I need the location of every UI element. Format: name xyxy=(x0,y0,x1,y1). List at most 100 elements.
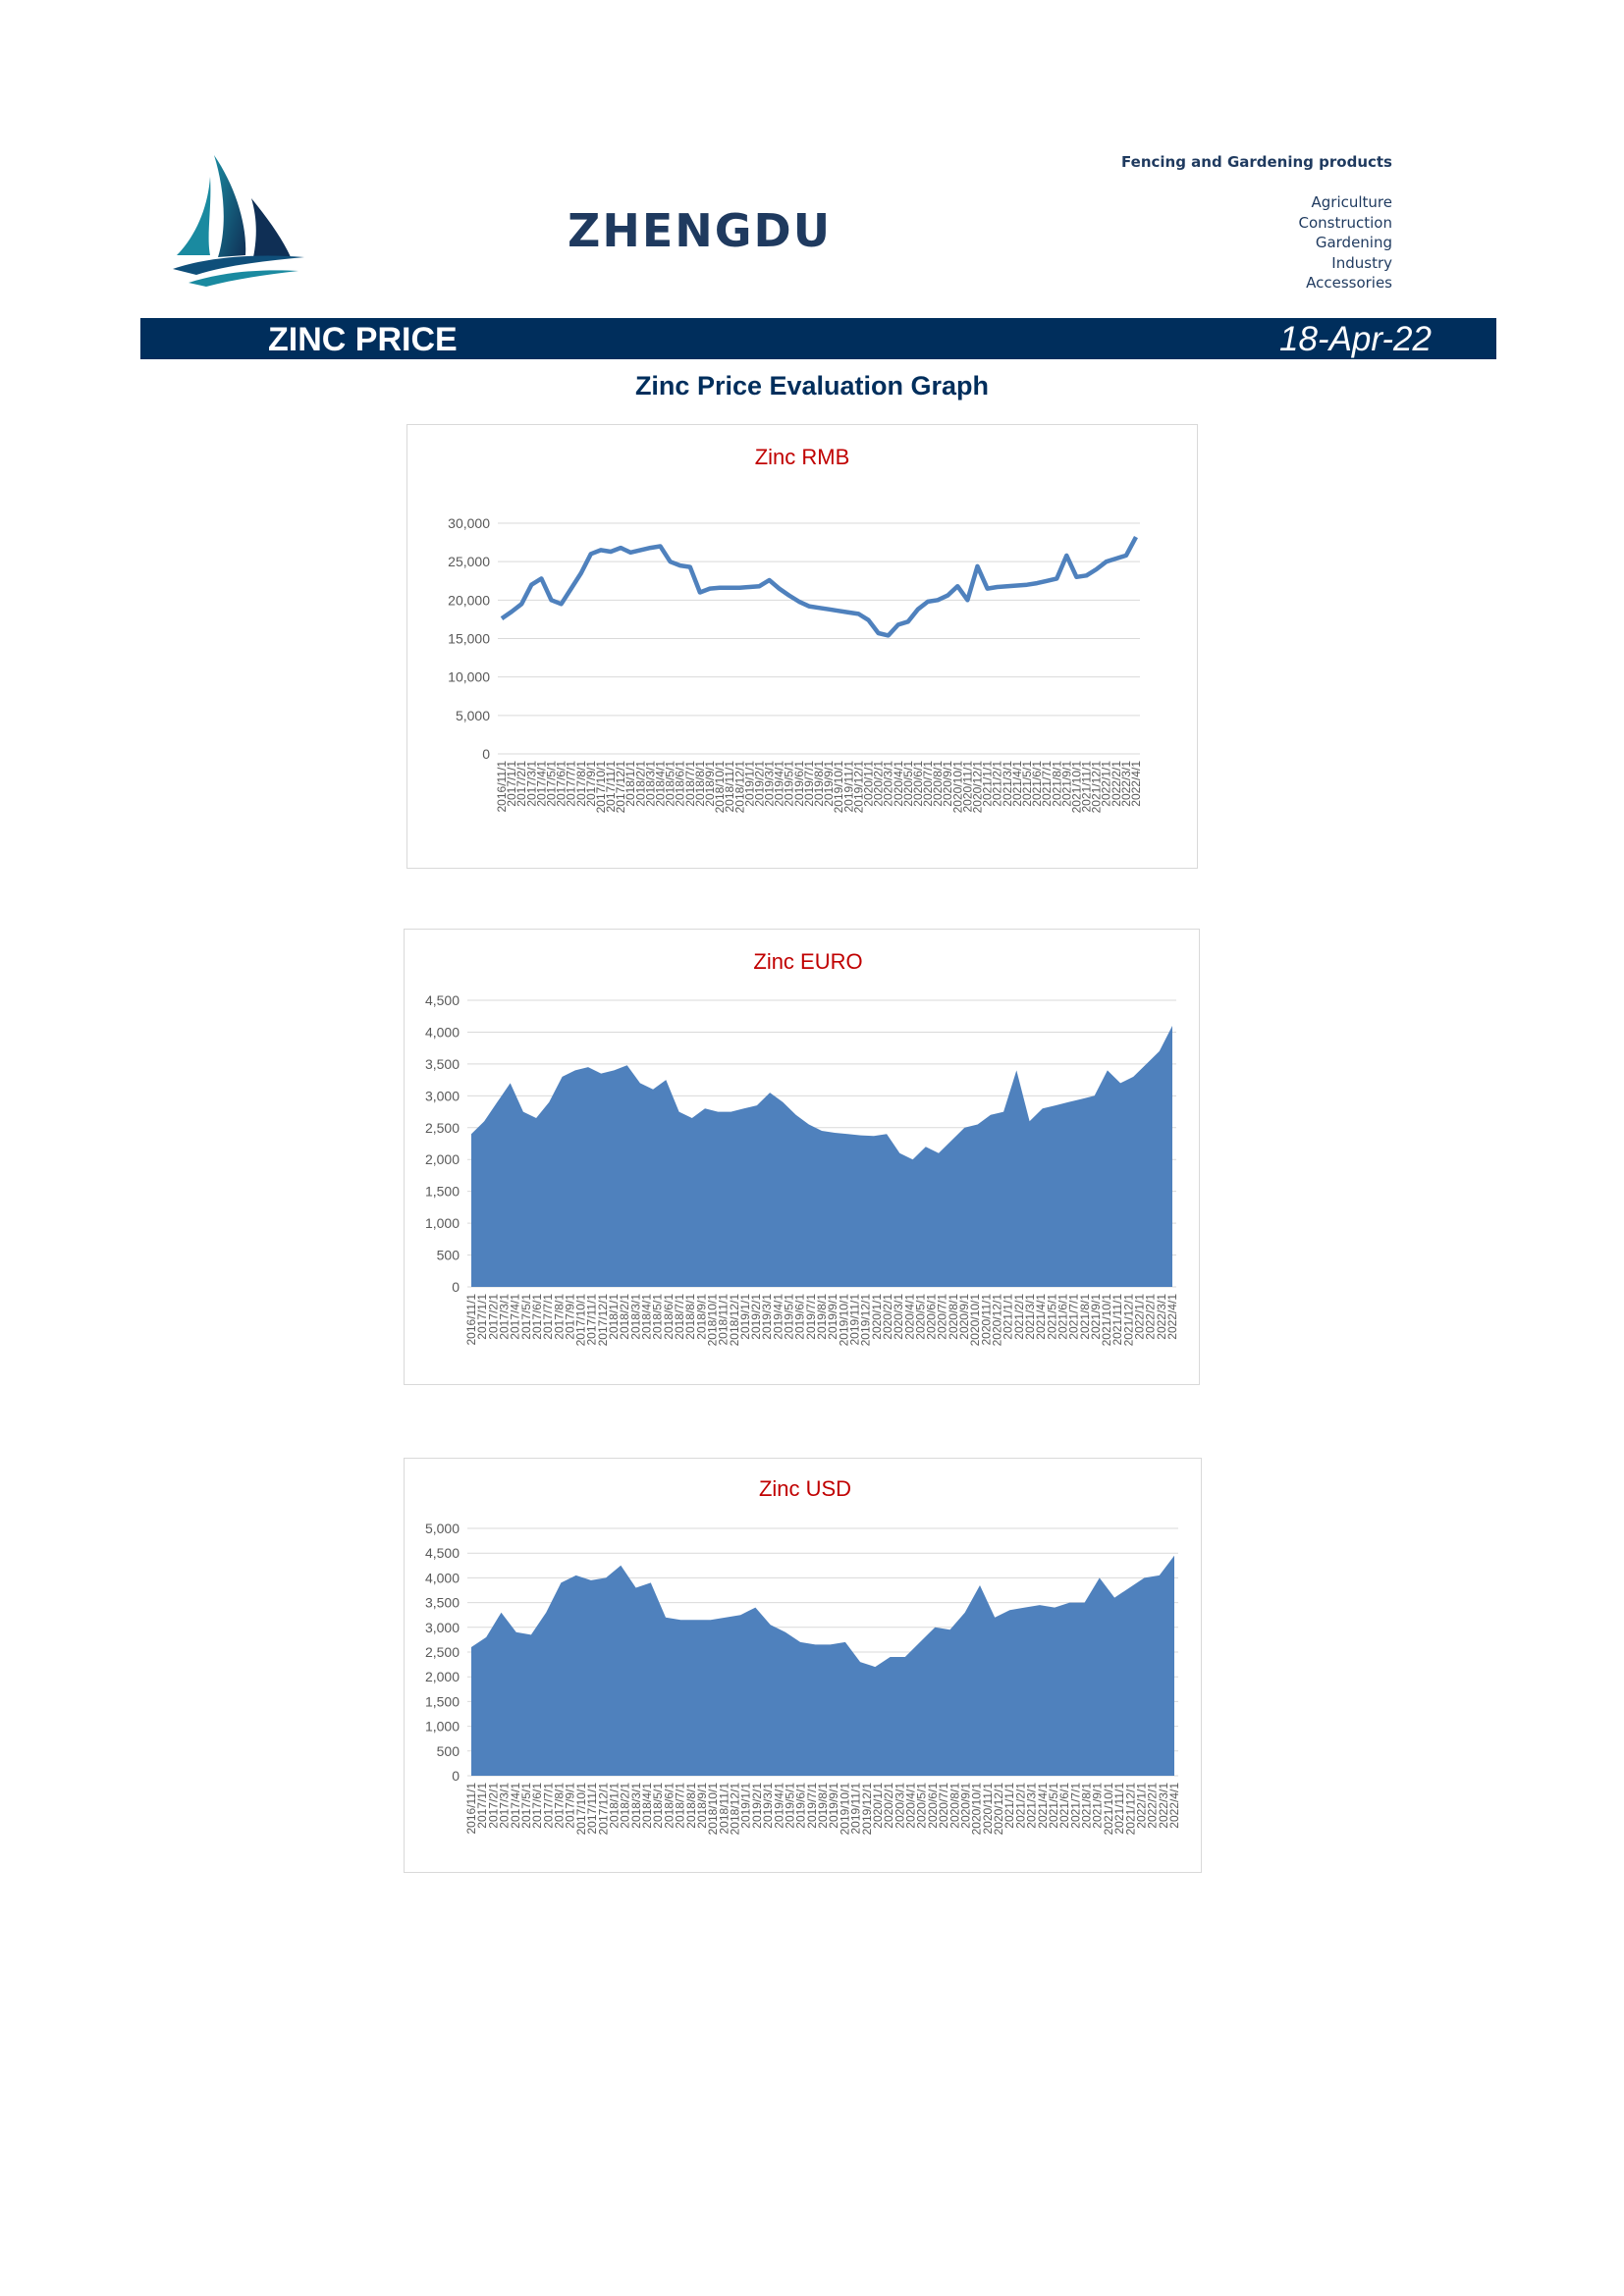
x-tick-label: 2019/11/1 xyxy=(848,1294,862,1346)
x-tick-label: 2017/1/1 xyxy=(475,1783,489,1829)
x-tick-label: 2017/1/1 xyxy=(475,1294,489,1340)
banner-title: ZINC PRICE xyxy=(268,321,458,358)
x-tick-label: 2020/12/1 xyxy=(971,761,985,814)
x-tick-label: 2018/8/1 xyxy=(693,761,707,807)
x-tick-label: 2018/6/1 xyxy=(674,761,687,807)
x-tick-label: 2019/4/1 xyxy=(773,761,786,807)
x-tick-label: 2020/11/1 xyxy=(981,1783,995,1835)
x-tick-label: 2019/8/1 xyxy=(816,1783,830,1829)
x-tick-label: 2018/11/1 xyxy=(717,1294,731,1346)
x-tick-label: 2020/10/1 xyxy=(950,761,964,814)
chart-zinc-euro: Zinc EURO 0 500 1,000 1,500 2,000 2,500 3,000 3,… xyxy=(404,929,1200,1385)
x-tick-label: 2016/11/1 xyxy=(464,1783,478,1835)
brand-name: ZHENGDU xyxy=(568,204,833,257)
y-tick-label: 2,500 xyxy=(425,1120,460,1136)
y-tick-label: 4,000 xyxy=(425,1024,460,1040)
x-tick-label: 2019/3/1 xyxy=(760,1294,774,1340)
x-tick-label: 2017/3/1 xyxy=(498,1294,512,1340)
y-tick-label: 2,500 xyxy=(425,1644,460,1660)
y-tick-label: 25,000 xyxy=(448,554,490,569)
y-tick-label: 4,000 xyxy=(425,1570,460,1585)
x-tick-label: 2017/5/1 xyxy=(545,761,559,807)
x-tick-label: 2018/5/1 xyxy=(651,1783,665,1829)
x-tick-label: 2019/8/1 xyxy=(815,1294,829,1340)
x-tick-label: 2018/4/1 xyxy=(640,1783,654,1829)
x-tick-label: 2020/8/1 xyxy=(947,1783,961,1829)
x-tick-label: 2017/2/1 xyxy=(514,761,528,807)
y-tick-label: 500 xyxy=(437,1248,460,1263)
x-tick-label: 2018/9/1 xyxy=(694,1294,708,1340)
x-tick-label: 2018/2/1 xyxy=(619,1783,632,1829)
x-tick-label: 2018/10/1 xyxy=(706,1783,720,1836)
x-tick-label: 2021/1/1 xyxy=(981,761,995,807)
x-tick-label: 2021/10/1 xyxy=(1102,1783,1115,1836)
x-tick-label: 2017/12/1 xyxy=(596,1294,610,1347)
x-tick-label: 2020/12/1 xyxy=(992,1783,1005,1836)
x-tick-label: 2018/11/1 xyxy=(717,1783,731,1835)
x-tick-label: 2021/5/1 xyxy=(1047,1783,1060,1829)
x-tick-label: 2017/9/1 xyxy=(563,1294,576,1340)
x-tick-label: 2020/2/1 xyxy=(872,761,886,807)
x-tick-label: 2017/8/1 xyxy=(574,761,588,807)
x-tick-label: 2021/2/1 xyxy=(1013,1783,1027,1829)
x-tick-label: 2022/4/1 xyxy=(1165,1294,1179,1340)
x-tick-label: 2020/5/1 xyxy=(913,1294,927,1340)
x-tick-label: 2020/3/1 xyxy=(892,1294,905,1340)
x-tick-label: 2019/6/1 xyxy=(793,1294,807,1340)
x-tick-label: 2020/9/1 xyxy=(941,761,954,807)
x-tick-label: 2018/3/1 xyxy=(628,1294,642,1340)
banner-date: 18-Apr-22 xyxy=(1278,320,1432,358)
x-tick-label: 2017/7/1 xyxy=(541,1783,555,1829)
x-tick-label: 2017/8/1 xyxy=(552,1294,566,1340)
tagline: Fencing and Gardening products xyxy=(1121,153,1392,171)
x-tick-label: 2020/3/1 xyxy=(882,761,895,807)
y-tick-label: 3,500 xyxy=(425,1595,460,1611)
chart-svg-usd: Zinc USD 0 500 1,000 1,500 2,000 2,500 3,000 3,5… xyxy=(425,1476,1181,1836)
y-tick-label: 2,000 xyxy=(425,1669,460,1684)
y-tick-label: 1,500 xyxy=(425,1184,460,1200)
series-area xyxy=(471,1555,1174,1776)
x-tick-label: 2022/3/1 xyxy=(1119,761,1133,807)
x-tick-label: 2019/3/1 xyxy=(763,761,777,807)
x-tick-label: 2021/6/1 xyxy=(1056,1294,1069,1340)
x-tick-label: 2021/5/1 xyxy=(1020,761,1034,807)
x-tick-label: 2017/5/1 xyxy=(519,1294,533,1340)
x-tick-label: 2017/6/1 xyxy=(530,1294,544,1340)
x-tick-label: 2021/6/1 xyxy=(1057,1783,1071,1829)
x-tick-label: 2018/12/1 xyxy=(728,1294,741,1347)
x-tick-label: 2016/11/1 xyxy=(464,1294,478,1346)
x-tick-label: 2018/2/1 xyxy=(618,1294,631,1340)
x-tick-label: 2019/3/1 xyxy=(761,1783,775,1829)
x-tick-label: 2017/10/1 xyxy=(574,1294,588,1347)
chart-title: Zinc RMB xyxy=(755,445,850,469)
x-tick-label: 2017/6/1 xyxy=(555,761,568,807)
x-tick-label: 2021/3/1 xyxy=(1023,1294,1037,1340)
x-tick-label: 2018/12/1 xyxy=(732,761,746,814)
x-tick-label: 2018/8/1 xyxy=(683,1294,697,1340)
x-tick-label: 2017/2/1 xyxy=(486,1783,500,1829)
x-tick-label: 2022/2/1 xyxy=(1110,761,1123,807)
x-tick-label: 2017/5/1 xyxy=(519,1783,533,1829)
x-tick-label: 2018/3/1 xyxy=(643,761,657,807)
x-tick-label: 2019/1/1 xyxy=(739,1783,753,1829)
x-tick-label: 2021/2/1 xyxy=(991,761,1004,807)
x-tick-label: 2017/11/1 xyxy=(604,761,618,813)
y-tick-label: 3,000 xyxy=(425,1088,460,1103)
x-tick-label: 2018/3/1 xyxy=(629,1783,643,1829)
x-tick-label: 2019/4/1 xyxy=(772,1783,785,1829)
x-tick-label: 2017/10/1 xyxy=(574,1783,588,1836)
x-tick-label: 2019/9/1 xyxy=(827,1783,840,1829)
x-tick-label: 2017/8/1 xyxy=(553,1783,567,1829)
x-tick-label: 2018/11/1 xyxy=(723,761,736,813)
x-tick-label: 2017/7/1 xyxy=(565,761,578,807)
x-tick-label: 2019/12/1 xyxy=(851,761,865,814)
x-tick-label: 2021/3/1 xyxy=(1025,1783,1039,1829)
x-tick-label: 2019/2/1 xyxy=(752,761,766,807)
y-tick-label: 1,000 xyxy=(425,1719,460,1735)
x-tick-label: 2021/7/1 xyxy=(1040,761,1054,807)
x-tick-label: 2020/5/1 xyxy=(915,1783,929,1829)
x-tick-label: 2020/6/1 xyxy=(925,1294,939,1340)
x-tick-label: 2018/8/1 xyxy=(684,1783,698,1829)
x-tick-label: 2020/7/1 xyxy=(936,1294,949,1340)
x-tick-label: 2021/1/1 xyxy=(1002,1783,1016,1829)
